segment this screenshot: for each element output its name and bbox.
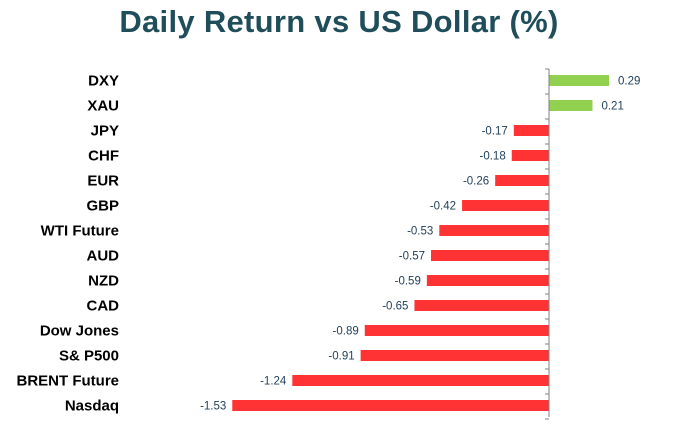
axis-layer <box>545 68 550 420</box>
labels-layer: DXY 0.29 XAU 0.21 JPY -0.17 CHF -0.18 EUR -0.26 GB… <box>17 73 641 415</box>
bar-s-p500 <box>360 350 549 361</box>
category-label: XAU <box>87 98 119 115</box>
bar-nzd <box>426 275 549 286</box>
category-label: DXY <box>88 73 119 90</box>
bar-xau <box>549 100 593 111</box>
data-label: -0.26 <box>463 176 489 188</box>
category-label: NZD <box>88 273 119 290</box>
category-label: JPY <box>91 123 119 140</box>
data-label: -1.24 <box>260 376 287 388</box>
category-label: S& P500 <box>59 348 119 365</box>
category-label: GBP <box>86 198 119 215</box>
data-label: 0.29 <box>618 76 640 88</box>
data-label: -0.17 <box>482 126 508 138</box>
bar-aud <box>431 250 549 261</box>
data-label: -1.53 <box>200 401 226 413</box>
data-label: -0.53 <box>407 226 433 238</box>
bar-nasdaq <box>232 400 550 411</box>
bar-wti-future <box>439 225 549 236</box>
category-label: WTI Future <box>41 223 119 240</box>
category-label: BRENT Future <box>17 373 120 390</box>
data-label: -0.91 <box>328 351 354 363</box>
data-label: 0.21 <box>601 101 623 113</box>
data-label: -0.89 <box>333 326 359 338</box>
data-label: -0.18 <box>480 151 506 163</box>
bar-dow-jones <box>364 325 549 336</box>
bar-chf <box>511 150 549 161</box>
category-label: Nasdaq <box>65 398 119 415</box>
bar-jpy <box>513 125 549 136</box>
category-label: AUD <box>87 248 120 265</box>
bar-brent-future <box>292 375 549 386</box>
data-label: -0.59 <box>395 276 421 288</box>
category-label: Dow Jones <box>40 323 119 340</box>
data-label: -0.57 <box>399 251 425 263</box>
bar-eur <box>495 175 549 186</box>
bars-layer <box>232 75 610 411</box>
category-label: CAD <box>87 298 120 315</box>
chart-title: Daily Return vs US Dollar (%) <box>119 4 559 39</box>
data-label: -0.42 <box>430 201 456 213</box>
bar-dxy <box>549 75 610 86</box>
data-label: -0.65 <box>382 301 408 313</box>
bar-gbp <box>462 200 549 211</box>
bar-cad <box>414 300 549 311</box>
category-label: CHF <box>88 148 119 165</box>
category-label: EUR <box>87 173 119 190</box>
